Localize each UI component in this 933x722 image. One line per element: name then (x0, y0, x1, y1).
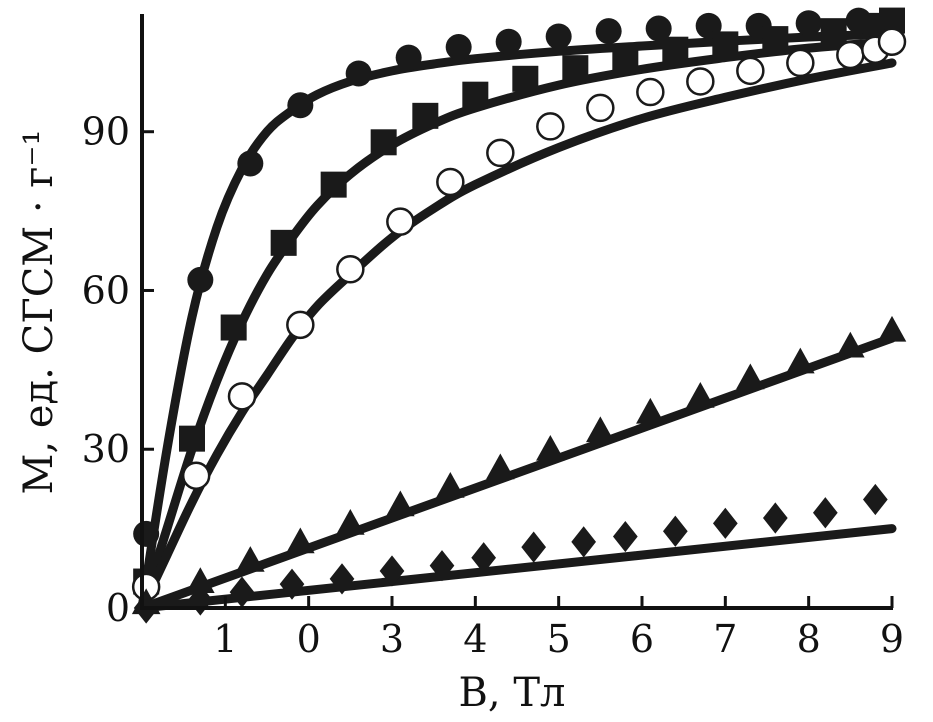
open-circle-marker (227, 382, 257, 411)
open-circle-marker (336, 255, 365, 284)
filled-circle-marker (133, 520, 160, 547)
filled-diamond-marker (521, 531, 547, 563)
filled-circle-marker (445, 34, 472, 61)
x-tick-label: 8 (797, 617, 821, 661)
open-circle-marker (836, 40, 865, 70)
filled-circle-marker (287, 92, 314, 119)
open-circle-marker (286, 310, 315, 340)
x-axis-label: B, Тл (459, 670, 566, 716)
open-circle-marker (181, 461, 211, 490)
axes (140, 14, 893, 610)
filled-triangle-marker (786, 347, 815, 374)
filled-circle-marker (595, 18, 622, 45)
filled-square-marker (320, 171, 347, 198)
y-tick-label: 60 (82, 268, 130, 312)
filled-triangle-marker (736, 363, 765, 390)
x-tick-label: 0 (297, 617, 321, 661)
filled-square-marker (712, 31, 739, 58)
filled-triangle-marker (636, 397, 665, 424)
filled-circle-marker (645, 15, 672, 42)
filled-square-marker (462, 81, 489, 108)
filled-triangle-marker (836, 331, 865, 358)
x-tick-label: 1 (213, 617, 237, 661)
filled-circle-marker (795, 10, 822, 37)
filled-diamond-marker (471, 542, 497, 574)
filled-circle-marker (395, 44, 422, 71)
open-circle-marker (486, 138, 515, 168)
filled-diamond-marker (612, 520, 638, 553)
open-circle-marker (736, 56, 765, 86)
fit-curve-filled-diamond (137, 524, 897, 613)
open-circle-marker (436, 167, 465, 197)
filled-square-marker (412, 102, 439, 129)
filled-triangle-marker (336, 509, 365, 535)
y-axis-label: M, ед. СГСМ · г⁻¹ (16, 129, 62, 494)
filled-circle-marker (187, 266, 214, 293)
filled-diamond-marker (329, 563, 355, 595)
x-tick-label: 6 (630, 617, 654, 661)
filled-square-marker (562, 55, 589, 82)
filled-diamond-marker (379, 555, 405, 587)
filled-diamond-marker (229, 576, 255, 608)
filled-square-marker (762, 26, 789, 53)
open-circle-marker (786, 48, 815, 78)
filled-triangle-marker (586, 416, 615, 443)
filled-circle-marker (237, 150, 264, 177)
fit-curve-open-circle (137, 58, 897, 613)
filled-circle-marker (545, 23, 572, 50)
open-circle-marker (877, 27, 907, 57)
filled-triangle-marker (186, 567, 215, 593)
filled-diamond-marker (712, 507, 738, 539)
filled-triangle-marker (686, 382, 715, 408)
filled-diamond-marker (279, 568, 305, 600)
filled-circle-marker (345, 60, 372, 87)
x-tick-label: 7 (713, 617, 737, 661)
filled-square-marker (820, 18, 847, 45)
filled-triangle-marker (536, 434, 565, 461)
filled-diamond-marker (662, 515, 688, 547)
open-circle-marker (386, 207, 415, 236)
filled-circle-marker (495, 28, 522, 55)
filled-triangle-marker (436, 471, 465, 498)
data-markers (131, 7, 907, 624)
filled-square-marker (612, 44, 639, 71)
filled-square-marker (662, 36, 689, 63)
x-tick-label: 9 (880, 617, 904, 661)
filled-diamond-marker (571, 526, 597, 558)
fit-curve-filled-square (137, 37, 897, 613)
y-tick-label: 0 (106, 586, 130, 630)
x-tick-label: 4 (463, 617, 487, 661)
filled-triangle-marker (877, 315, 907, 342)
filled-square-marker (512, 65, 539, 92)
filled-triangle-marker (386, 490, 415, 517)
filled-triangle-marker (236, 546, 265, 572)
filled-diamond-marker (812, 497, 838, 529)
open-circle-marker (636, 77, 665, 107)
filled-square-marker (270, 229, 297, 256)
filled-diamond-marker (762, 502, 788, 534)
filled-diamond-marker (862, 483, 888, 516)
filled-triangle-marker (486, 453, 515, 480)
filled-diamond-marker (429, 550, 455, 582)
y-tick-label: 30 (82, 427, 130, 471)
filled-square-marker (220, 314, 247, 341)
filled-square-marker (370, 129, 397, 156)
x-tick-label: 5 (547, 617, 571, 661)
open-circle-marker (686, 67, 715, 96)
open-circle-marker (536, 112, 565, 141)
filled-square-marker (179, 425, 205, 452)
filled-triangle-marker (286, 527, 315, 554)
y-tick-label: 90 (82, 110, 130, 154)
fit-curve-filled-triangle (137, 333, 897, 613)
open-circle-marker (586, 93, 615, 123)
x-tick-label: 3 (380, 617, 404, 661)
